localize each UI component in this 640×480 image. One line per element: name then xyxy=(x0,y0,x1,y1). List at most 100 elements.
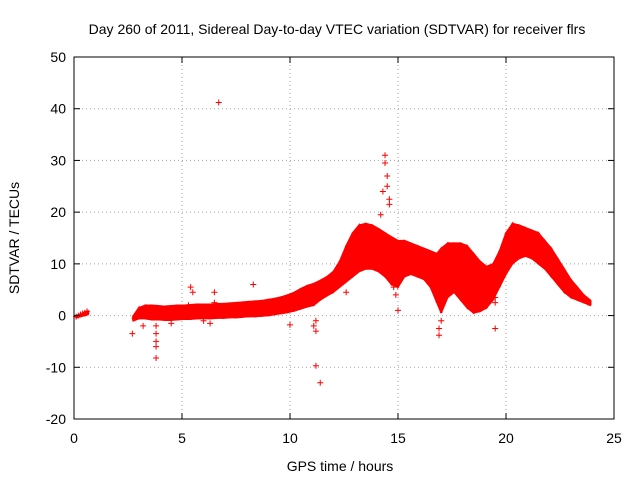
data-band-segment xyxy=(196,303,205,320)
data-point xyxy=(135,309,142,316)
data-point xyxy=(153,322,160,329)
data-point xyxy=(250,281,257,288)
data-band-segment xyxy=(550,245,559,287)
data-point xyxy=(492,299,499,306)
data-band-segment xyxy=(440,241,449,314)
chart-title: Day 260 of 2011, Sidereal Day-to-day VTE… xyxy=(89,21,586,37)
data-point xyxy=(330,281,337,288)
data-point xyxy=(179,307,185,314)
data-band-segment xyxy=(492,250,501,301)
data-band-segment xyxy=(524,226,533,260)
data-point xyxy=(215,99,222,106)
data-band-segment xyxy=(267,297,276,317)
data-point xyxy=(310,322,317,329)
axis-ticks: 0 5 10 15 20 25 -20 -10 0 10 20 30 40 50 xyxy=(46,49,622,446)
data-band-segment xyxy=(163,304,172,321)
data-point xyxy=(492,325,499,332)
data-point xyxy=(319,286,326,293)
x-tick-label: 5 xyxy=(178,430,186,446)
data-band-segment xyxy=(183,303,192,320)
y-tick-label: -20 xyxy=(46,411,66,427)
data-point xyxy=(174,309,181,316)
data-band-segment xyxy=(557,256,566,295)
data-point xyxy=(524,232,531,239)
y-tick-label: -10 xyxy=(46,359,66,375)
y-axis-title: SDTVAR / TECUs xyxy=(6,182,22,294)
y-tick-label: 30 xyxy=(50,152,66,168)
data-point xyxy=(153,330,160,337)
data-point xyxy=(140,322,147,329)
data-band-segment xyxy=(228,301,237,319)
data-band-segment xyxy=(371,223,380,273)
data-band-segment xyxy=(235,301,244,319)
data-band-segment xyxy=(390,235,399,289)
data-band-segment xyxy=(209,302,218,320)
data-band-segment xyxy=(222,302,231,319)
data-point xyxy=(390,284,397,291)
x-tick-label: 20 xyxy=(498,430,514,446)
x-tick-label: 15 xyxy=(390,430,406,446)
data-point xyxy=(287,299,293,306)
data-band-segment xyxy=(384,231,393,287)
data-point xyxy=(438,317,445,324)
data-band-segment xyxy=(485,262,494,310)
data-point xyxy=(308,289,315,296)
data-band-group xyxy=(74,221,592,322)
y-tick-label: 20 xyxy=(50,204,66,220)
data-point xyxy=(416,266,423,273)
data-point xyxy=(427,276,434,283)
data-point xyxy=(148,309,155,316)
x-tick-label: 10 xyxy=(282,430,298,446)
data-point xyxy=(444,266,451,273)
data-point xyxy=(153,354,160,361)
data-band-segment xyxy=(313,279,321,307)
data-band-segment xyxy=(215,302,224,319)
data-band-segment xyxy=(261,298,270,317)
data-band-segment xyxy=(306,282,315,308)
data-point-group xyxy=(73,99,592,386)
y-tick-label: 40 xyxy=(50,101,66,117)
data-point xyxy=(189,289,196,296)
data-band-segment xyxy=(319,275,328,302)
data-band-segment xyxy=(254,299,263,318)
data-point xyxy=(185,302,192,309)
data-point xyxy=(131,315,138,322)
data-band-segment xyxy=(157,304,166,322)
data-point xyxy=(492,294,499,301)
data-band-segment xyxy=(537,230,546,271)
data-band-segment xyxy=(274,296,283,316)
data-point xyxy=(438,291,445,298)
data-band-segment xyxy=(397,239,406,290)
data-point xyxy=(312,317,319,324)
y-tick-label: 10 xyxy=(50,256,66,272)
data-point xyxy=(222,304,229,311)
data-band-segment xyxy=(563,266,572,300)
data-band-segment xyxy=(576,285,585,304)
data-band-segment xyxy=(498,232,507,288)
data-band-segment xyxy=(151,304,159,321)
data-point xyxy=(567,284,574,291)
data-band-segment xyxy=(446,242,455,300)
data-point xyxy=(187,284,194,291)
data-point xyxy=(386,201,393,208)
data-point xyxy=(144,307,151,314)
data-band-segment xyxy=(583,293,591,307)
data-point xyxy=(384,172,391,179)
data-point xyxy=(153,343,160,350)
data-point xyxy=(436,325,443,332)
x-tick-label: 25 xyxy=(606,430,622,446)
data-point xyxy=(405,255,412,262)
data-point xyxy=(233,303,239,310)
data-band-segment xyxy=(138,304,147,320)
data-band-segment xyxy=(479,259,488,313)
data-band-segment xyxy=(351,223,360,279)
data-point xyxy=(557,271,563,278)
data-point xyxy=(585,299,592,306)
data-band-segment xyxy=(505,221,514,277)
data-band-segment xyxy=(325,270,334,298)
data-point xyxy=(356,235,363,241)
data-point xyxy=(459,250,466,257)
data-band-segment xyxy=(518,223,527,260)
data-band-segment xyxy=(531,229,540,266)
